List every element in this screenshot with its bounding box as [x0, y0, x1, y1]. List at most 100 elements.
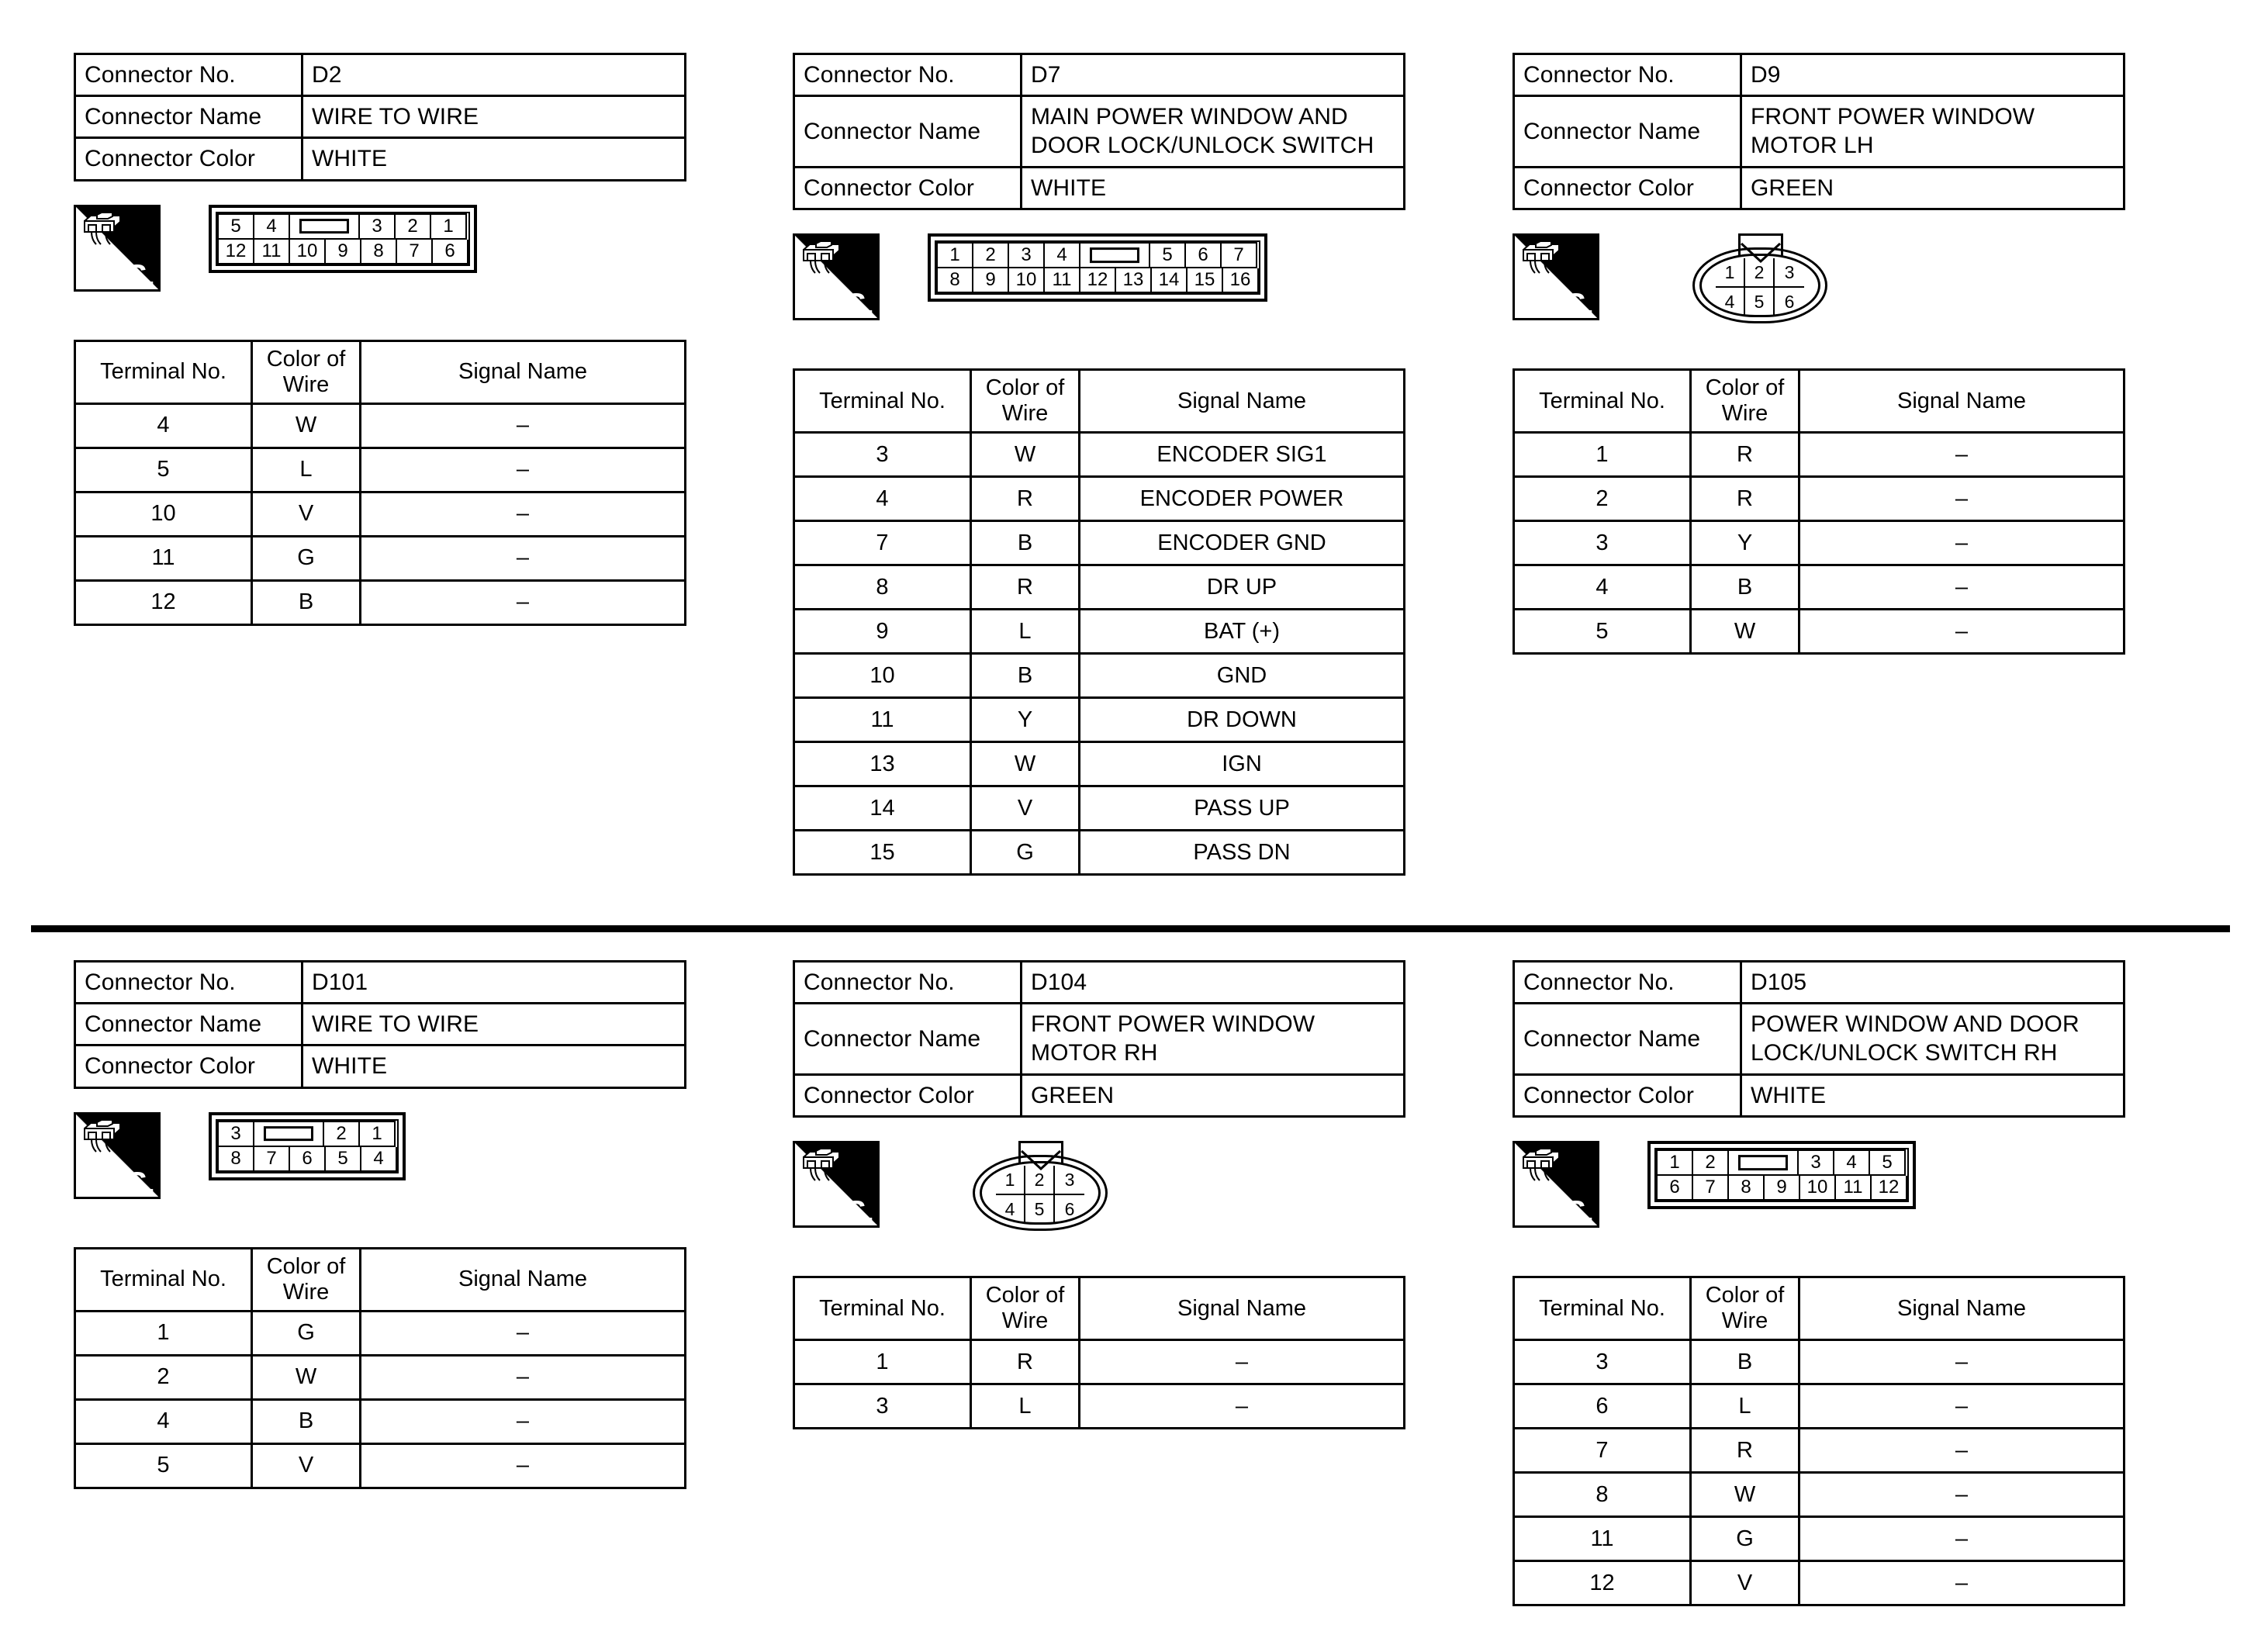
table-row: 15 G PASS DN [793, 828, 1405, 876]
connector-no-value: D101 [301, 959, 686, 1005]
connector-color-value: WHITE [301, 1044, 686, 1089]
connector-no-label: Connector No. [793, 959, 1022, 1005]
connector-color-label: Connector Color [793, 165, 1022, 210]
table-row: 6 L – [1513, 1382, 2125, 1429]
header-signal-name: Signal Name [1078, 368, 1405, 434]
terminal-no-cell: 4 [74, 402, 253, 449]
connector-shell-outer [973, 1154, 1108, 1231]
table-row: 5 W – [1513, 607, 2125, 655]
pinout-pin-9: 9 [1765, 1175, 1800, 1201]
pinout-pin-7: 7 [254, 1146, 290, 1172]
terminal-wire-cell: R [1689, 430, 1800, 478]
info-row-connector-color: Connector Color WHITE [793, 165, 1405, 210]
terminal-signal-cell: – [359, 446, 686, 493]
terminal-wire-cell: V [1689, 1559, 1800, 1606]
pinout-pin-9: 9 [326, 239, 361, 264]
terminal-signal-cell: – [1798, 1559, 2125, 1606]
pinout-pin-4: 4 [361, 1146, 397, 1172]
connector-no-label: Connector No. [74, 959, 303, 1005]
terminal-no-cell: 11 [793, 696, 972, 743]
connector-glyph-icon [803, 240, 840, 274]
terminal-no-cell: 15 [793, 828, 972, 876]
header-color-of-wire-line1: Color of [266, 347, 346, 372]
terminal-wire-cell: B [1689, 563, 1800, 610]
pinout-pin-2: 2 [1025, 1165, 1055, 1195]
terminal-wire-cell: G [251, 1309, 361, 1357]
terminal-wire-cell: R [970, 563, 1080, 610]
pinout-key-slot [290, 213, 360, 240]
terminal-no-cell: 3 [1513, 519, 1692, 566]
pinout-row: 6 7 8 9 10 11 12 [1656, 1175, 1907, 1201]
terminal-no-cell: 5 [1513, 607, 1692, 655]
pinout-pin-13: 13 [1116, 268, 1152, 293]
connector-glyph-icon [1523, 240, 1560, 274]
terminal-signal-cell: GND [1078, 651, 1405, 699]
connector-no-label: Connector No. [1513, 959, 1742, 1005]
info-row-connector-name: Connector Name FRONT POWER WINDOW MOTOR R… [793, 1002, 1405, 1076]
pinout-pin-2: 2 [973, 241, 1009, 268]
pinout-pin-16: 16 [1223, 268, 1259, 293]
terminal-signal-cell: ENCODER POWER [1078, 475, 1405, 522]
terminal-no-cell: 8 [1513, 1471, 1692, 1518]
terminal-signal-cell: – [1798, 475, 2125, 522]
terminal-wire-cell: W [251, 402, 361, 449]
table-row: 5 V – [74, 1442, 686, 1489]
connector-name-value: FRONT POWER WINDOW MOTOR LH [1740, 95, 2125, 168]
terminal-table: Terminal No. Color of Wire Signal Name 3 B –6 L… [1513, 1275, 2125, 1606]
connector-no-label: Connector No. [74, 52, 303, 98]
terminal-signal-cell: – [359, 1309, 686, 1357]
terminal-no-cell: 7 [793, 519, 972, 566]
terminal-no-cell: 4 [1513, 563, 1692, 610]
terminal-wire-cell: R [970, 475, 1080, 522]
terminal-signal-cell: – [359, 490, 686, 537]
pinout-pin-7: 7 [1693, 1175, 1729, 1201]
pinout-pin-5: 5 [1150, 241, 1186, 268]
connector-no-value: D2 [301, 52, 686, 98]
connector-name-value: WIRE TO WIRE [301, 1002, 686, 1047]
pinout-pin-1: 1 [360, 1120, 396, 1147]
terminal-header-row: Terminal No. Color of Wire Signal Name [1513, 368, 2125, 434]
table-row: 10 B GND [793, 651, 1405, 699]
terminal-signal-cell: PASS DN [1078, 828, 1405, 876]
connector-color-label: Connector Color [793, 1073, 1022, 1118]
terminal-signal-cell: – [1798, 1338, 2125, 1385]
terminal-wire-cell: R [970, 1338, 1080, 1385]
info-row-connector-no: Connector No. D9 [1513, 52, 2125, 98]
table-row: 4 B – [1513, 563, 2125, 610]
pinout-pin-2: 2 [1693, 1149, 1729, 1176]
terminal-signal-cell: – [1798, 1471, 2125, 1518]
connector-color-label: Connector Color [1513, 1073, 1742, 1118]
connector-block-d9: Connector No. D9 Connector Name FRONT POWER… [1513, 52, 2125, 655]
terminal-wire-cell: L [251, 446, 361, 493]
pinout-pin-4: 4 [1834, 1149, 1870, 1176]
terminal-signal-cell: DR UP [1078, 563, 1405, 610]
terminal-no-cell: 13 [793, 740, 972, 787]
info-row-connector-no: Connector No. D7 [793, 52, 1405, 98]
pinout-pin-1: 1 [936, 241, 973, 268]
pinout-pin-12: 12 [1872, 1175, 1907, 1201]
terminal-no-cell: 11 [1513, 1515, 1692, 1562]
hs-icon-label: H.S. [97, 1166, 155, 1199]
header-terminal-no: Terminal No. [1513, 1275, 1692, 1341]
connector-glyph-icon [803, 1147, 840, 1181]
header-color-of-wire: Color of Wire [1689, 1275, 1800, 1341]
hs-icon: H.S. [74, 204, 161, 292]
header-terminal-no: Terminal No. [793, 1275, 972, 1341]
table-row: 5 L – [74, 446, 686, 493]
connector-name-value: POWER WINDOW AND DOOR LOCK/UNLOCK SWITCH… [1740, 1002, 2125, 1076]
terminal-no-cell: 9 [793, 607, 972, 655]
info-row-connector-color: Connector Color GREEN [793, 1073, 1405, 1118]
terminal-signal-cell: – [1798, 563, 2125, 610]
terminal-table: Terminal No. Color of Wire Signal Name 1 R –2 R… [1513, 368, 2125, 655]
connector-color-value: WHITE [301, 137, 686, 181]
table-row: 4 W – [74, 402, 686, 449]
connector-shell-outer [1692, 247, 1827, 323]
terminal-signal-cell: ENCODER GND [1078, 519, 1405, 566]
latch-vee-icon [1021, 1149, 1061, 1170]
connector-block-d104: Connector No. D104 Connector Name FRONT POW… [793, 959, 1405, 1429]
diagram-row: H.S. 3 2 1 8 7 6 5 4 [74, 1111, 686, 1221]
